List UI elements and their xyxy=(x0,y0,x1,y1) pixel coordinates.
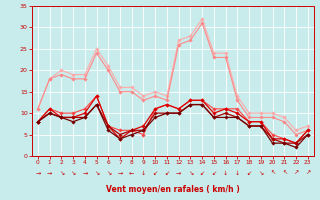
X-axis label: Vent moyen/en rafales ( km/h ): Vent moyen/en rafales ( km/h ) xyxy=(106,185,240,194)
